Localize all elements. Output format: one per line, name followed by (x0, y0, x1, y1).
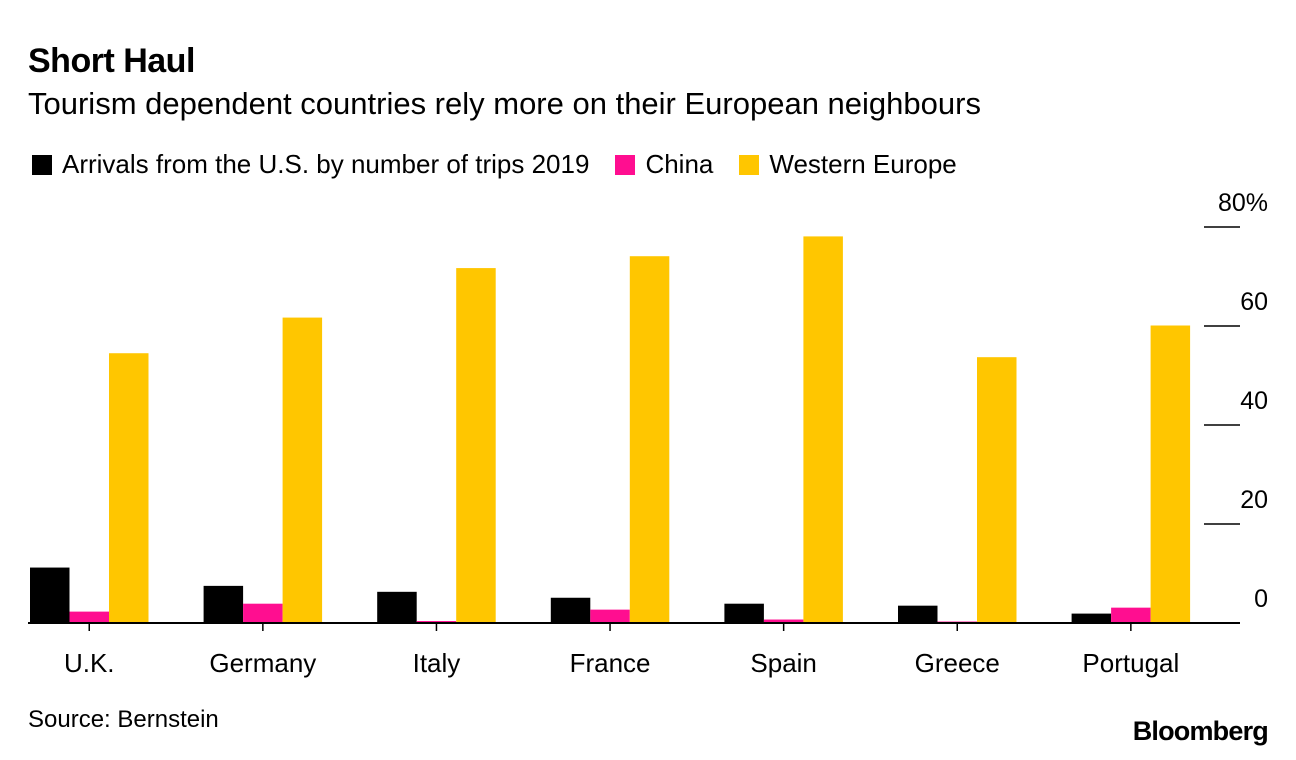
y-tick-label-20: 20 (1240, 486, 1268, 514)
bar-western-europe-greece (977, 357, 1017, 623)
legend-swatch-western-europe (739, 154, 760, 175)
y-tick-label-0: 0 (1254, 585, 1268, 613)
legend-swatch-china (615, 154, 636, 175)
source-note: Source: Bernstein (28, 706, 219, 733)
x-tick-label-portugal: Portugal (1082, 648, 1179, 678)
bar-china-uk (69, 611, 109, 623)
bar-china-spain (763, 619, 804, 623)
bar-us-portugal (1071, 613, 1112, 623)
legend-item-western-europe: Western Europe (739, 149, 957, 180)
y-tick-label-40: 40 (1240, 387, 1268, 415)
x-tick-label-spain: Spain (750, 648, 817, 678)
bar-western-europe-france (629, 256, 670, 623)
bar-china-portugal (1111, 607, 1151, 623)
legend-label-us: Arrivals from the U.S. by number of trip… (62, 149, 590, 179)
bar-china-germany (243, 603, 283, 623)
bar-us-greece (898, 605, 938, 623)
x-tick-label-uk: U.K. (64, 648, 115, 678)
bar-us-france (550, 597, 591, 623)
y-tick-label-80: 80% (1218, 189, 1268, 217)
bar-western-europe-uk (109, 353, 149, 623)
bar-western-europe-portugal (1150, 325, 1191, 623)
bloomberg-logo: Bloomberg (1132, 716, 1269, 746)
legend: Arrivals from the U.S. by number of trip… (32, 149, 983, 180)
bar-us-italy (377, 591, 417, 623)
chart-title: Short Haul (28, 42, 195, 80)
chart-subtitle: Tourism dependent countries rely more on… (28, 86, 981, 121)
bar-western-europe-spain (803, 236, 843, 623)
bar-china-france (590, 609, 630, 623)
x-tick-label-greece: Greece (915, 648, 1000, 678)
bar-us-uk (30, 567, 70, 623)
x-tick-label-france: France (570, 648, 651, 678)
bar-western-europe-germany (282, 317, 323, 623)
bar-us-germany (203, 585, 244, 623)
legend-swatch-us (32, 154, 52, 175)
legend-item-us: Arrivals from the U.S. by number of trip… (32, 149, 589, 180)
legend-label-china: China (645, 149, 714, 179)
legend-item-china: China (615, 149, 713, 180)
x-tick-label-germany: Germany (209, 648, 316, 678)
x-tick-label-italy: Italy (413, 648, 461, 678)
y-tick-label-60: 60 (1240, 288, 1268, 316)
legend-label-western-europe: Western Europe (769, 149, 957, 179)
bar-us-spain (724, 603, 764, 623)
bar-western-europe-italy (456, 268, 496, 623)
